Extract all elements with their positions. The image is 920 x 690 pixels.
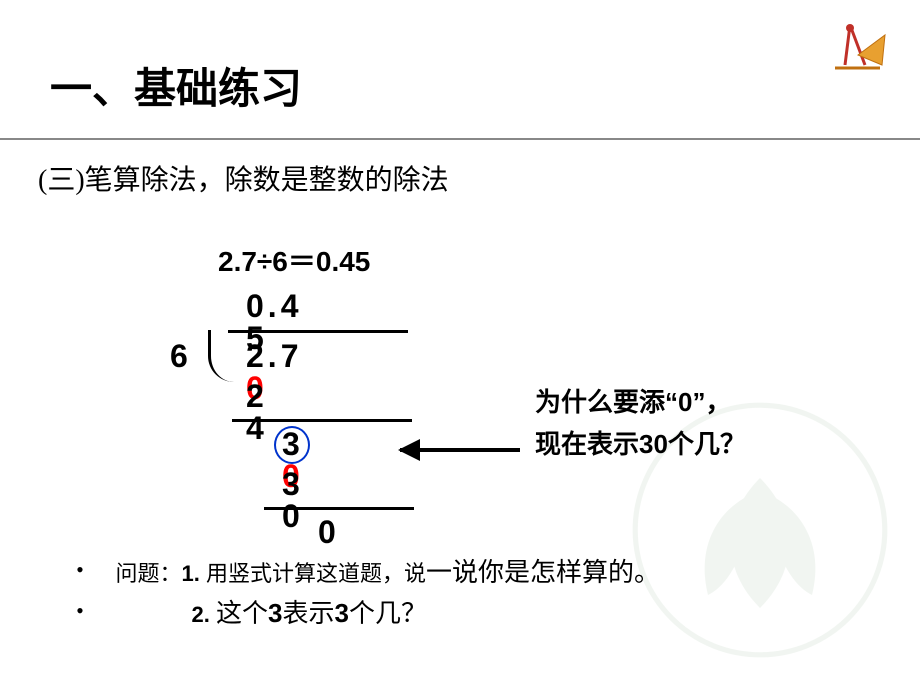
dividend-main: 2.7 — [246, 338, 302, 374]
q1-text-a: 用竖式计算这道题，说 — [206, 561, 426, 586]
q2-three-a: 3 — [268, 598, 282, 628]
equation-rhs: 0.45 — [316, 246, 371, 277]
division-bracket — [208, 330, 236, 382]
final-remainder: 0 — [318, 516, 340, 548]
q2-number: 2. — [192, 602, 216, 627]
slide: 一、基础练习 (三)笔算除法，除数是整数的除法 2.7÷6＝0.45 0.4 5… — [0, 0, 920, 690]
q2-three-b: 3 — [334, 598, 348, 628]
ann-zero: 0 — [678, 387, 692, 417]
equation: 2.7÷6＝0.45 — [218, 240, 370, 280]
ann-text: 个几？ — [668, 429, 746, 459]
q2-text-c: 表示 — [282, 599, 334, 628]
subtraction-step-2: 3 0 — [282, 468, 304, 532]
annotation-line-1: 为什么要添“0”， — [535, 382, 746, 424]
question-block: • 问题：1. 用竖式计算这道题，说一说你是怎样算的。 • 2. 这个3表示3个… — [50, 552, 660, 635]
arrow-left-icon — [400, 448, 520, 452]
q1-emph: 一 — [426, 558, 452, 587]
division-bar-top — [228, 330, 408, 333]
ann-text: 现在表示 — [535, 429, 639, 459]
bullet-icon: • — [50, 593, 110, 628]
subtraction-bar-2 — [264, 507, 414, 510]
question-1: • 问题：1. 用竖式计算这道题，说一说你是怎样算的。 — [50, 552, 660, 594]
q1-text-c: 说你是怎样算的。 — [452, 558, 660, 587]
q2-text-e: 个几？ — [349, 599, 427, 628]
divisor: 6 — [170, 340, 188, 372]
q1-number: 1. — [182, 561, 206, 586]
ann-thirty: 30 — [639, 429, 668, 459]
annotation-line-2: 现在表示30个几？ — [535, 424, 746, 466]
q2-text-a: 这个 — [216, 599, 268, 628]
subtraction-bar-1 — [232, 419, 412, 422]
geometry-tools-icon — [830, 20, 890, 75]
horizontal-rule — [0, 138, 920, 140]
subtraction-step-1: 2 4 — [246, 380, 268, 444]
question-label: 问题： — [116, 561, 182, 586]
remainder-3: 3 — [282, 426, 304, 462]
bullet-icon: • — [50, 552, 110, 587]
slide-title: 一、基础练习 — [50, 55, 870, 116]
slide-subtitle: (三)笔算除法，除数是整数的除法 — [38, 158, 870, 198]
ann-text: 为什么要添“ — [535, 387, 678, 417]
ann-text: ”， — [692, 387, 731, 417]
annotation-callout: 为什么要添“0”， 现在表示30个几？ — [535, 382, 746, 465]
question-2: • 2. 这个3表示3个几？ — [50, 593, 660, 635]
equation-lhs: 2.7÷6＝ — [218, 246, 316, 277]
